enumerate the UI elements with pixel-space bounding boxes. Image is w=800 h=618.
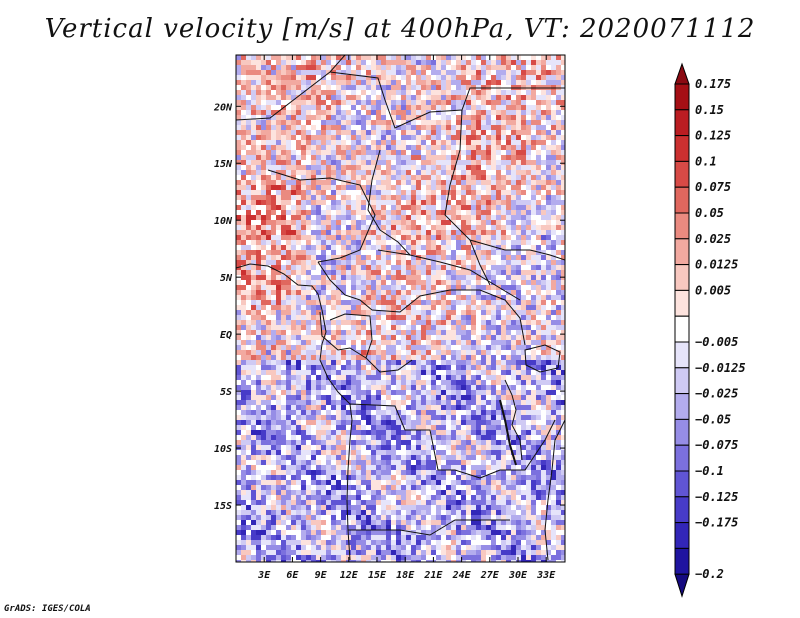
lon-tick-label: 6E: [286, 570, 299, 581]
colorbar-segment: [674, 315, 690, 343]
lake-victoria: [524, 344, 561, 373]
colorbar-segment: [674, 186, 690, 214]
colorbar-segment: [674, 341, 690, 369]
congo-border: [319, 311, 367, 359]
colorbar-label: 0.125: [695, 129, 731, 143]
drc-west: [329, 313, 413, 373]
colorbar-label: 0.05: [695, 206, 724, 220]
colorbar-segment: [674, 109, 690, 137]
nigeria-border: [267, 169, 376, 263]
car-border: [377, 249, 521, 301]
nile-border: [469, 239, 565, 261]
colorbar-segment: [674, 160, 690, 188]
lon-tick-label: 33E: [536, 570, 556, 581]
lon-tick-label: 3E: [257, 570, 271, 581]
lat-tick-label: 15S: [214, 501, 232, 512]
lat-tick-label: 5N: [220, 273, 233, 284]
country-borders: [236, 55, 565, 561]
lat-tick-label: 15N: [214, 159, 233, 170]
colorbar-label: −0.005: [695, 335, 738, 349]
colorbar-label: −0.05: [695, 412, 731, 426]
lon-tick-label: 21E: [423, 570, 443, 581]
colorbar-label: −0.025: [695, 387, 738, 401]
lat-tick-label: EQ: [220, 330, 232, 341]
colorbar-segment: [674, 496, 690, 524]
colorbar-segment: [674, 470, 690, 498]
west-africa-coast: [236, 263, 327, 345]
drc-north: [371, 289, 526, 346]
colorbar-bottom-arrow: [674, 573, 690, 598]
velocity-field: [236, 55, 565, 562]
sudan-border: [444, 109, 491, 286]
colorbar-label: −0.075: [695, 438, 738, 452]
lon-tick-label: 27E: [480, 570, 500, 581]
lat-tick-label: 10N: [214, 216, 233, 227]
angola-border: [349, 403, 481, 479]
colorbar-segment: [674, 135, 690, 162]
colorbar-segment: [674, 367, 690, 395]
lon-tick-label: 30E: [508, 570, 528, 581]
chart-title: Vertical velocity [m/s] at 400hPa, VT: 2…: [44, 14, 756, 44]
lon-tick-label: 9E: [315, 570, 328, 581]
colorbar-label: −0.2: [695, 567, 724, 581]
colorbar: 0.175 0.15 0.125 0.1 0.075 0.05 0.025 0.0125 0.0…: [674, 62, 746, 598]
colorbar-segment: [674, 522, 690, 549]
lat-tick-label: 20N: [213, 102, 233, 113]
colorbar-label: −0.0125: [695, 361, 746, 375]
colorbar-label: 0.1: [695, 154, 717, 168]
lon-tick-label: 24E: [452, 570, 472, 581]
colorbar-label: 0.005: [695, 283, 731, 297]
lon-axis: 3E 6E 9E 12E 15E 18E 21E 24E 27E 30E 33E: [257, 55, 556, 581]
colorbar-top-arrow: [674, 62, 690, 85]
colorbar-segment: [674, 264, 690, 291]
colorbar-segment: [674, 418, 690, 446]
colorbar-label: −0.125: [695, 490, 738, 504]
colorbar-label: 0.175: [695, 77, 731, 91]
central-coast: [319, 343, 353, 561]
lake-chain: [504, 379, 523, 461]
colorbar-segment: [674, 238, 690, 266]
colorbar-segment: [674, 547, 690, 575]
credit-text: GrADS: IGES/COLA: [4, 604, 91, 614]
colorbar-segment: [674, 212, 690, 240]
colorbar-label: 0.025: [695, 232, 731, 246]
map-frame: [235, 54, 566, 563]
colorbar-segment: [674, 289, 690, 317]
lat-axis: 20N 15N 10N 5N EQ 5S 10S 15S: [213, 102, 565, 512]
lat-tick-label: 5S: [220, 387, 232, 398]
colorbar-segment: [674, 444, 690, 472]
colorbar-label: 0.0125: [695, 258, 738, 272]
lat-tick-label: 10S: [214, 444, 232, 455]
chad-border: [367, 149, 411, 256]
east-coast: [544, 419, 565, 561]
lake-tanganyika: [499, 399, 517, 466]
colorbar-label: 0.15: [695, 103, 724, 117]
zambia-border: [479, 419, 556, 479]
north-border-2: [329, 71, 565, 129]
namibia-border: [348, 519, 510, 536]
colorbar-segment: [674, 393, 690, 420]
cameroon-border: [317, 261, 373, 311]
north-border-1: [236, 55, 346, 121]
colorbar-segment: [674, 83, 690, 111]
colorbar-label: −0.175: [695, 516, 738, 530]
colorbar-label: −0.1: [695, 464, 724, 478]
lon-tick-label: 15E: [368, 570, 387, 581]
lon-tick-label: 12E: [340, 570, 359, 581]
colorbar-label: 0.075: [695, 180, 731, 194]
lon-tick-label: 18E: [396, 570, 415, 581]
